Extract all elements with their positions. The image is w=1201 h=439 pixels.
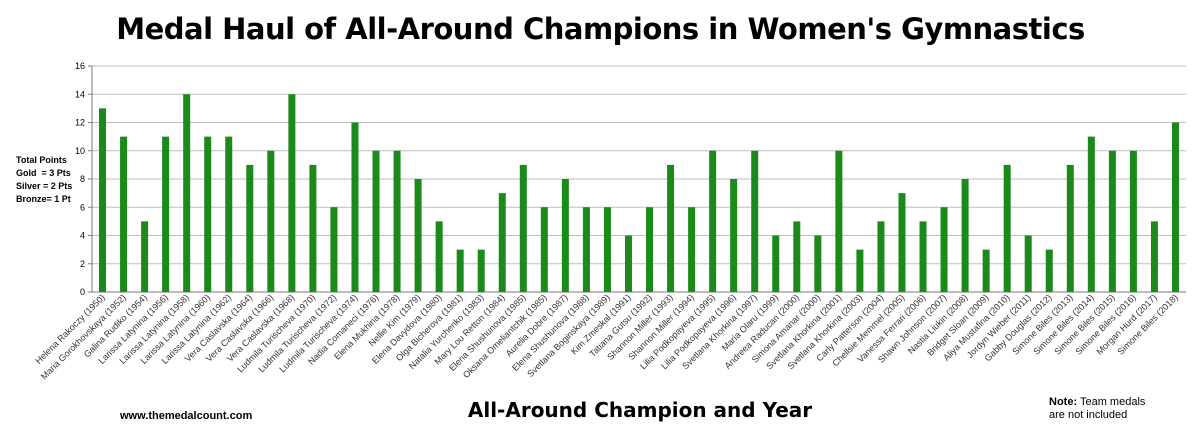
footnote: Note: Team medals are not included [1049, 396, 1145, 422]
bar [772, 235, 780, 292]
y-tick-label: 0 [80, 287, 85, 297]
bar [519, 164, 527, 293]
bar [919, 221, 927, 293]
bar [793, 221, 801, 293]
bar [330, 207, 338, 292]
y-tick-label: 8 [80, 174, 85, 184]
bar [1045, 249, 1053, 293]
y-legend-line-2: Gold = 3 Pts [16, 168, 71, 178]
bar [309, 164, 317, 293]
y-tick-label: 16 [75, 61, 85, 71]
bar [856, 249, 864, 293]
y-tick-label: 6 [80, 202, 85, 212]
bar [183, 94, 191, 292]
bar [835, 150, 843, 292]
bar [540, 207, 548, 292]
bar [624, 235, 632, 292]
bar [898, 193, 906, 293]
x-tick-label: Maria Gorokhovskaya (1952) [39, 292, 128, 381]
y-tick-label: 4 [80, 231, 85, 241]
bar [667, 164, 675, 293]
y-legend-line-3: Silver = 2 Pts [16, 181, 73, 191]
y-legend-line-1: Total Points [16, 155, 67, 165]
bar [456, 249, 464, 293]
bar [162, 136, 170, 293]
bar [498, 193, 506, 293]
bar [141, 221, 149, 293]
note-line-2: are not included [1049, 409, 1128, 421]
bar [982, 249, 990, 293]
bar [1066, 164, 1074, 293]
bar [561, 179, 569, 292]
bar [1150, 221, 1158, 293]
bar [288, 94, 296, 292]
bar [246, 164, 254, 293]
note-label: Note: [1049, 396, 1078, 408]
bar [1003, 164, 1011, 293]
bar [99, 108, 107, 293]
bar [709, 150, 717, 292]
y-tick-label: 10 [75, 146, 85, 156]
bar [603, 207, 611, 292]
bar [372, 150, 380, 292]
bar [393, 150, 401, 292]
bar [1087, 136, 1095, 293]
y-legend-line-4: Bronze= 1 Pt [16, 194, 71, 204]
bar [1108, 150, 1116, 292]
bar [877, 221, 885, 293]
y-tick-label: 2 [80, 259, 85, 269]
y-tick-label: 14 [75, 89, 85, 99]
bar [435, 221, 443, 293]
y-tick-label: 12 [75, 118, 85, 128]
bar [646, 207, 654, 292]
bar [688, 207, 696, 292]
bar [267, 150, 275, 292]
y-axis-legend: Total Points Gold = 3 Pts Silver = 2 Pts… [16, 154, 72, 206]
bar [1171, 122, 1179, 292]
bar [814, 235, 822, 292]
chart-title: Medal Haul of All-Around Champions in Wo… [116, 12, 1085, 46]
x-axis-label: All-Around Champion and Year [467, 398, 813, 422]
bar [414, 179, 422, 292]
bar [1129, 150, 1137, 292]
bar [730, 179, 738, 292]
bar [751, 150, 759, 292]
bar [940, 207, 948, 292]
bar [582, 207, 590, 292]
note-line-1: Team medals [1077, 396, 1146, 408]
bar [477, 249, 485, 293]
bar [1024, 235, 1032, 292]
bar [120, 136, 128, 293]
bar [351, 122, 359, 292]
bar [225, 136, 233, 293]
source-text: www.themedalcount.com [120, 410, 253, 422]
bar [204, 136, 212, 293]
bar [961, 179, 969, 292]
